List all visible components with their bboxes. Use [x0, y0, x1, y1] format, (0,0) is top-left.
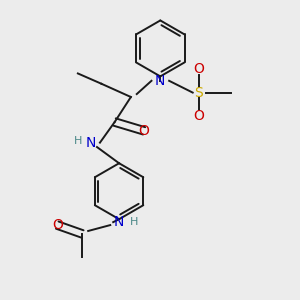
Text: O: O — [139, 124, 149, 138]
Text: N: N — [114, 215, 124, 229]
Text: O: O — [193, 109, 204, 123]
Text: N: N — [155, 74, 166, 88]
Text: H: H — [130, 217, 138, 227]
Text: O: O — [193, 62, 204, 76]
Text: O: O — [52, 218, 63, 232]
Text: N: N — [86, 136, 96, 150]
Text: S: S — [194, 85, 203, 100]
Text: H: H — [74, 136, 82, 146]
